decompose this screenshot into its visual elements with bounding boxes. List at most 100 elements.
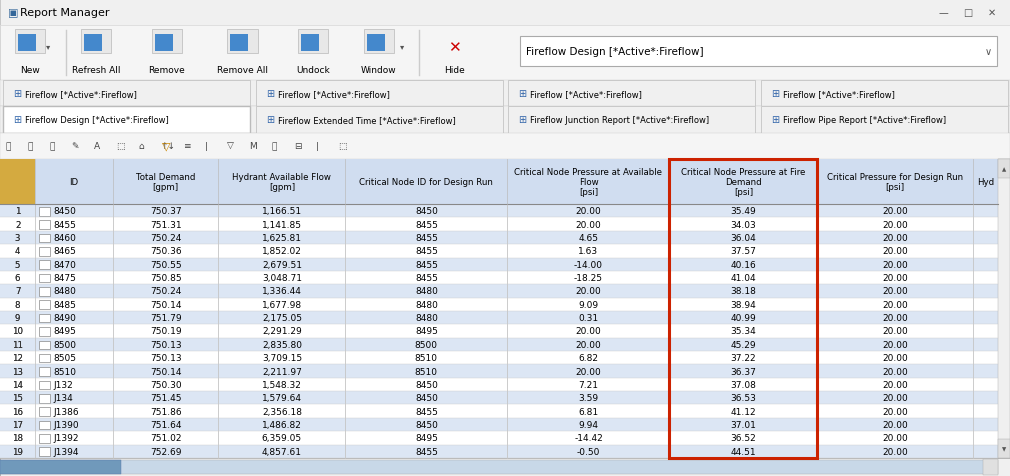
Text: Fireflow [*Active*:Fireflow]: Fireflow [*Active*:Fireflow]: [783, 89, 895, 99]
Text: 8: 8: [15, 300, 20, 309]
Text: 20.00: 20.00: [882, 407, 908, 416]
Bar: [39, 394, 50, 403]
Text: Fireflow Extended Time [*Active*:Fireflow]: Fireflow Extended Time [*Active*:Fireflo…: [278, 116, 456, 125]
Text: 8495: 8495: [415, 434, 437, 442]
Bar: [0, 405, 35, 418]
Text: 8: 8: [15, 300, 20, 309]
Text: Fireflow Pipe Report [*Active*:Fireflow]: Fireflow Pipe Report [*Active*:Fireflow]: [783, 116, 946, 125]
Bar: [256, 107, 503, 133]
Bar: [0, 378, 35, 391]
Text: 2: 2: [15, 220, 20, 229]
Bar: [0, 0, 1010, 26]
Text: 15: 15: [12, 394, 23, 402]
Bar: [0, 445, 35, 458]
Text: ✎: ✎: [72, 142, 79, 151]
Bar: [0, 205, 35, 458]
Text: 1,625.81: 1,625.81: [262, 234, 302, 242]
Text: 38.18: 38.18: [730, 287, 756, 296]
Text: Hydrant Available Flow
[gpm]: Hydrant Available Flow [gpm]: [232, 172, 331, 192]
Text: 9: 9: [15, 314, 20, 322]
Bar: [0, 107, 1010, 133]
Bar: [39, 447, 50, 456]
Bar: [670, 159, 817, 458]
Text: □: □: [963, 8, 973, 18]
Text: 17: 17: [12, 420, 23, 429]
Bar: [0, 458, 1010, 476]
Text: 1,548.32: 1,548.32: [262, 380, 302, 389]
Text: 16: 16: [12, 407, 23, 416]
Bar: [0, 205, 35, 218]
Bar: [39, 354, 50, 363]
Text: 4: 4: [15, 247, 20, 256]
Bar: [0, 133, 1010, 159]
Text: 🖨: 🖨: [27, 142, 32, 151]
Text: 12: 12: [12, 354, 23, 362]
Bar: [0, 365, 35, 378]
Text: 20.00: 20.00: [882, 234, 908, 242]
Bar: [81, 30, 111, 54]
Bar: [0, 298, 35, 311]
Text: 1,336.44: 1,336.44: [262, 287, 302, 296]
Text: Hide: Hide: [444, 66, 465, 74]
Text: J1386: J1386: [54, 407, 79, 416]
Text: 6: 6: [15, 274, 20, 282]
Text: 8480: 8480: [415, 300, 437, 309]
Text: ⎘: ⎘: [5, 142, 10, 151]
Text: 11: 11: [12, 340, 23, 349]
Bar: [0, 431, 35, 445]
Bar: [0, 391, 35, 405]
Text: 1,677.98: 1,677.98: [262, 300, 302, 309]
Bar: [18, 35, 36, 52]
Text: Remove All: Remove All: [217, 66, 268, 74]
Text: 5: 5: [15, 260, 20, 269]
Text: ▽: ▽: [162, 141, 170, 151]
Text: ▲: ▲: [1002, 167, 1006, 171]
Text: Report Manager: Report Manager: [20, 8, 110, 18]
Text: 8510: 8510: [54, 367, 77, 376]
Bar: [0, 391, 998, 405]
Text: 20.00: 20.00: [882, 354, 908, 362]
Bar: [0, 258, 35, 271]
Bar: [761, 107, 1008, 133]
Text: ▼: ▼: [1002, 446, 1006, 451]
Bar: [998, 159, 1010, 178]
Text: Fireflow Junction Report [*Active*:Fireflow]: Fireflow Junction Report [*Active*:Firef…: [530, 116, 709, 125]
Text: 2,679.51: 2,679.51: [262, 260, 302, 269]
Text: 19: 19: [12, 447, 23, 456]
Text: 20.00: 20.00: [576, 367, 601, 376]
Text: 6.82: 6.82: [579, 354, 599, 362]
Bar: [0, 218, 35, 231]
Bar: [0, 285, 35, 298]
Text: 751.86: 751.86: [149, 407, 182, 416]
Text: 1,579.64: 1,579.64: [262, 394, 302, 402]
Text: 20.00: 20.00: [882, 274, 908, 282]
Text: 18: 18: [12, 434, 23, 442]
Bar: [0, 460, 121, 474]
Bar: [39, 407, 50, 416]
Text: 1: 1: [15, 207, 20, 216]
Text: ⊞: ⊞: [13, 89, 21, 99]
Text: ⊞: ⊞: [266, 115, 274, 125]
Text: 4.65: 4.65: [579, 234, 599, 242]
Text: ⊞: ⊞: [518, 89, 526, 99]
Text: 37.22: 37.22: [730, 354, 756, 362]
Text: 35.34: 35.34: [730, 327, 756, 336]
Text: ↑↓: ↑↓: [161, 142, 176, 151]
Text: 40.99: 40.99: [730, 314, 756, 322]
Text: J1394: J1394: [54, 447, 79, 456]
Text: 20.00: 20.00: [882, 420, 908, 429]
Text: 8490: 8490: [54, 314, 77, 322]
Text: 44.51: 44.51: [730, 447, 756, 456]
Text: 8455: 8455: [415, 220, 437, 229]
Text: 1,852.02: 1,852.02: [262, 247, 302, 256]
Text: 8485: 8485: [54, 300, 77, 309]
Bar: [0, 159, 35, 205]
Text: ⬚: ⬚: [116, 142, 124, 151]
Bar: [3, 107, 250, 133]
Bar: [0, 351, 998, 365]
Text: ✕: ✕: [988, 8, 996, 18]
Text: 750.19: 750.19: [149, 327, 182, 336]
Text: 20.00: 20.00: [882, 367, 908, 376]
Text: 751.45: 751.45: [149, 394, 182, 402]
Text: Critical Pressure for Design Run
[psi]: Critical Pressure for Design Run [psi]: [827, 172, 964, 192]
